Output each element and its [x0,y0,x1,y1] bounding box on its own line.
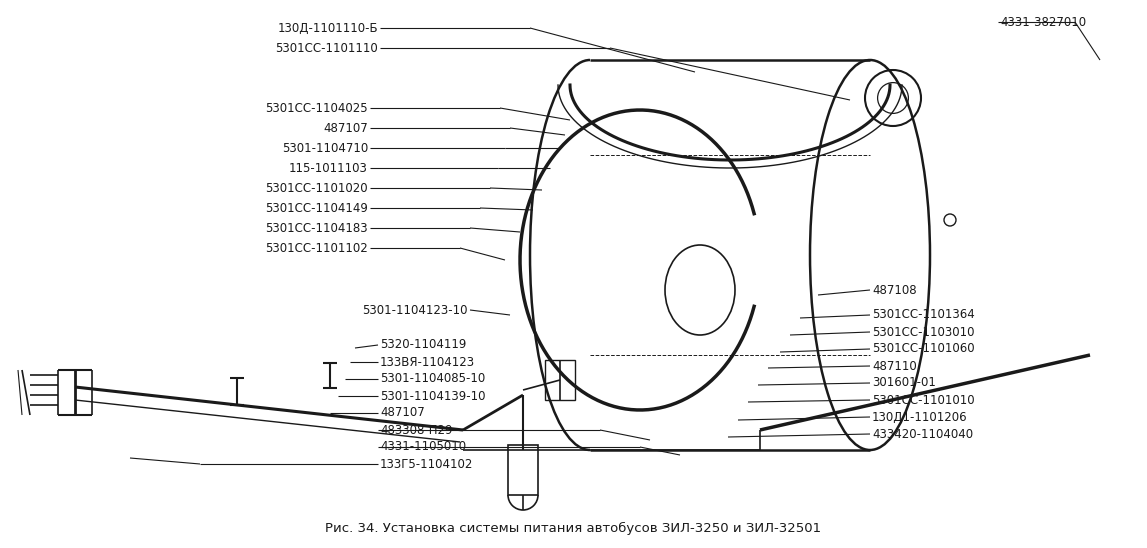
Text: 5301СС-1104025: 5301СС-1104025 [265,101,368,115]
Text: 487107: 487107 [323,122,368,134]
Text: 4331-3827010: 4331-3827010 [1000,15,1086,28]
Text: 487110: 487110 [872,359,916,373]
Text: 5301СС-1104183: 5301СС-1104183 [265,221,368,235]
Text: 5301СС-1101060: 5301СС-1101060 [872,342,975,356]
Bar [545,360,575,400]
Text: 5301-1104123-10: 5301-1104123-10 [362,304,468,317]
Text: 115-1011103: 115-1011103 [289,162,368,174]
Text: 133Г5-1104102: 133Г5-1104102 [380,458,474,471]
Text: 487107: 487107 [380,407,424,420]
Text: 5301-1104085-10: 5301-1104085-10 [380,373,485,385]
Text: 433420-1104040: 433420-1104040 [872,427,973,441]
Text: 133ВЯ-1104123: 133ВЯ-1104123 [380,356,475,368]
Text: 5301-1104139-10: 5301-1104139-10 [380,390,485,402]
Text: Рис. 34. Установка системы питания автобусов ЗИЛ-3250 и ЗИЛ-32501: Рис. 34. Установка системы питания автоб… [325,522,821,534]
Text: 4331-1105010: 4331-1105010 [380,441,466,454]
Text: 130Д-1101110-Б: 130Д-1101110-Б [278,21,379,35]
Text: 5320-1104119: 5320-1104119 [380,339,467,351]
Text: 5301СС-1101364: 5301СС-1101364 [872,309,975,322]
Bar [508,445,538,495]
Text: 5301СС-1101020: 5301СС-1101020 [265,181,368,195]
Text: 5301СС-1104149: 5301СС-1104149 [265,202,368,214]
Text: 5301СС-1101110: 5301СС-1101110 [275,42,379,54]
Text: 483308-П29: 483308-П29 [380,424,453,437]
Text: 5301-1104710: 5301-1104710 [282,141,368,155]
Text: 130Д1-1101206: 130Д1-1101206 [872,410,968,424]
Text: 301601-01: 301601-01 [872,376,936,390]
Text: 487108: 487108 [872,283,916,296]
Text: 5301СС-1101010: 5301СС-1101010 [872,393,975,407]
Text: 5301СС-1101102: 5301СС-1101102 [265,242,368,254]
Text: 5301СС-1103010: 5301СС-1103010 [872,326,975,339]
